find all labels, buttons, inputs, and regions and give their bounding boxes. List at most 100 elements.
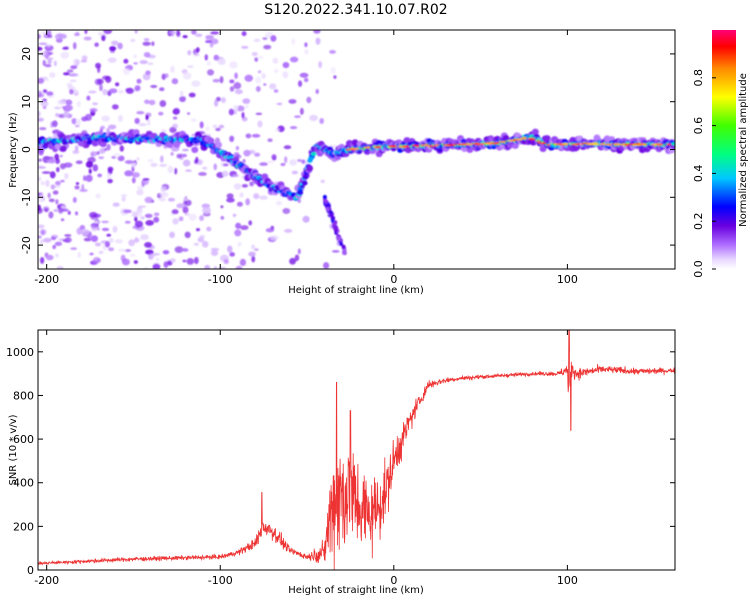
spectrogram-noise-blob [38, 90, 43, 98]
spectrogram-noise-blob [76, 100, 81, 108]
spectrogram-ridge-blob [59, 145, 67, 152]
spectrogram-noise-blob [289, 159, 298, 166]
spectrogram-tail-blob [338, 241, 343, 246]
snr-x-tick-label: -100 [208, 574, 233, 587]
spectrogram-noise-blob [331, 250, 340, 253]
spectrogram-noise-blob [50, 236, 57, 241]
spectrogram-noise-blob [66, 69, 74, 73]
spectrogram-noise-blob [162, 250, 170, 255]
spectrogram-noise-blob [142, 41, 151, 46]
spectrogram-noise-blob [50, 184, 56, 190]
spectrogram-noise-blob [92, 257, 101, 264]
spectrogram-noise-blob [121, 196, 126, 202]
spectrogram-ridge-blob [310, 151, 317, 156]
spectrogram-noise-blob [60, 218, 65, 222]
spectrogram-noise-blob [265, 228, 275, 233]
spectrogram-noise-blob [38, 46, 43, 51]
spectrogram-noise-blob [284, 156, 288, 164]
spectrogram-noise-blob [294, 254, 300, 262]
spectrogram-tail-blob [325, 207, 330, 212]
spectrogram-noise-blob [90, 151, 98, 157]
spectrogram-noise-blob [63, 162, 73, 168]
spectrogram-noise-blob [42, 105, 47, 109]
spectrogram-noise-blob [160, 155, 164, 163]
spectrogram-noise-blob [38, 78, 45, 84]
spectrogram-noise-blob [106, 143, 111, 151]
spectrogram-noise-blob [309, 114, 318, 122]
spectrogram-noise-blob [101, 115, 111, 122]
spectrogram-noise-blob [236, 201, 243, 207]
spectrogram-noise-blob [150, 84, 158, 88]
spectrogram-noise-blob [193, 53, 200, 57]
spectrogram-noise-blob [158, 197, 166, 202]
spectrogram-noise-blob [158, 111, 164, 116]
spectrogram-noise-blob [176, 31, 181, 38]
spectrogram-noise-blob [144, 241, 153, 248]
snr-y-tick-label: 200 [13, 520, 34, 533]
spectrogram-noise-blob [165, 73, 169, 78]
spectrogram-noise-blob [254, 152, 261, 157]
spectrogram-noise-blob [243, 149, 251, 157]
snr-x-tick-label: -200 [34, 574, 59, 587]
spectrogram-noise-blob [62, 238, 69, 243]
spectrogram-noise-blob [244, 104, 249, 109]
spectrogram-noise-blob [236, 105, 245, 112]
spectrogram-noise-blob [74, 185, 80, 190]
spectrogram-noise-blob [228, 108, 234, 116]
spectrogram-noise-blob [45, 179, 50, 187]
spectrogram-noise-blob [97, 78, 104, 85]
spectrogram-noise-blob [107, 57, 117, 63]
spectrogram-noise-blob [197, 237, 205, 243]
spectrogram-noise-blob [38, 117, 45, 122]
spectrogram-noise-blob [212, 124, 218, 129]
snr-panel: -200 -100 0 100 0 200 400 600 800 1000 Height of… [6, 329, 676, 596]
spectrogram-noise-blob [159, 87, 165, 92]
spectrogram-noise-blob [67, 210, 71, 215]
spectrogram-noise-blob [88, 168, 92, 175]
spectrogram-ridge-blob [207, 137, 215, 144]
colorbar-tick-label: 0.6 [692, 117, 705, 135]
spectrogram-blobs [38, 30, 675, 269]
spectrogram-noise-blob [124, 160, 134, 165]
spectrogram-noise-blob [201, 240, 209, 248]
spectrogram-noise-blob [72, 42, 77, 50]
spectrogram-ridge-blob [511, 142, 519, 149]
spectrogram-noise-blob [48, 198, 55, 203]
colorbar: 0.0 0.2 0.4 0.6 0.8 Normalized spectral ampl… [692, 30, 749, 278]
spectrogram-noise-blob [109, 46, 117, 52]
snr-y-tick-label: 600 [13, 433, 34, 446]
spectrogram-noise-blob [47, 59, 52, 65]
spectrogram-noise-blob [92, 164, 99, 172]
spectrogram-noise-blob [83, 36, 92, 41]
spectrogram-noise-blob [112, 202, 120, 207]
spectrogram-noise-blob [169, 126, 177, 134]
spectrogram-noise-blob [199, 121, 204, 129]
spectrogram-noise-blob [106, 233, 112, 237]
spectrogram-noise-blob [51, 120, 58, 128]
spectrogram-noise-blob [187, 49, 192, 56]
spectrogram-ridge-blob [302, 174, 309, 180]
spectrogram-noise-blob [251, 133, 261, 138]
spectrogram-noise-blob [38, 235, 42, 239]
spectrogram-noise-blob [136, 78, 142, 84]
spectrogram-noise-blob [235, 222, 242, 229]
spectrogram-noise-blob [83, 237, 92, 242]
spectrogram-noise-blob [273, 89, 279, 93]
spectrogram-noise-blob [263, 83, 267, 86]
spectrogram-noise-blob [54, 153, 60, 161]
spectrogram-noise-blob [205, 40, 213, 44]
spectrogram-y-tick-label: 0 [20, 146, 33, 153]
spectrogram-noise-blob [210, 250, 219, 256]
spectrogram-noise-blob [95, 193, 101, 199]
spectrogram-noise-blob [73, 90, 79, 94]
spectrogram-noise-blob [46, 43, 51, 47]
spectrogram-noise-blob [70, 65, 78, 70]
spectrogram-noise-blob [98, 250, 104, 254]
spectrogram-noise-blob [153, 212, 160, 217]
colorbar-tick-label: 0.8 [692, 69, 705, 87]
spectrogram-noise-blob [297, 80, 303, 87]
spectrogram-noise-blob [95, 62, 102, 69]
spectrogram-noise-blob [205, 126, 210, 132]
spectrogram-noise-blob [38, 110, 41, 117]
spectrogram-noise-blob [284, 228, 293, 233]
